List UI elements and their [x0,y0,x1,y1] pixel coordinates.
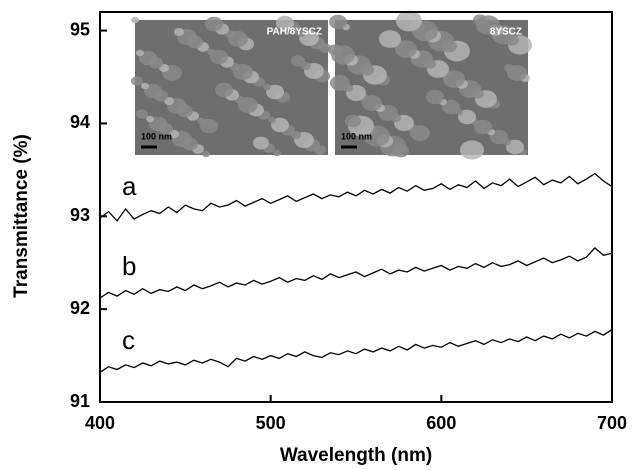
grain [146,115,154,123]
grain [215,82,233,98]
inset-label: PAH/8YSCZ [267,27,322,38]
grain [291,55,305,67]
grain [263,83,271,91]
y-tick-label: 93 [70,205,90,225]
grain [202,150,210,158]
series-label: c [122,325,135,355]
y-tick-label: 94 [70,112,90,132]
grain [379,30,401,48]
y-tick-label: 92 [70,298,90,318]
series-line [99,172,613,222]
x-tick-label: 700 [597,413,627,433]
series-label: a [122,171,137,201]
plot-frame [99,11,613,403]
grain [141,82,149,90]
scale-label: 100 nm [341,131,372,141]
grain [473,14,487,26]
grain [460,140,484,160]
grain [131,76,143,86]
x-tick-label: 600 [426,413,456,433]
series-line [99,246,613,299]
series-line [99,329,613,373]
x-axis-title: Wavelength (nm) [280,445,432,466]
scale-label: 100 nm [141,131,172,141]
grain [131,16,139,24]
grain [396,10,422,32]
x-tick-label: 400 [85,413,115,433]
y-tick-label: 95 [70,19,90,39]
x-tick-label: 500 [256,413,286,433]
grain [329,14,347,30]
grain [174,28,184,36]
grain [273,149,281,157]
grain [504,64,514,72]
grain [205,16,223,32]
y-axis-title: Transmittance (%) [11,134,32,298]
grain [268,116,276,124]
grain [207,48,215,56]
grain [136,49,144,57]
series-label: b [122,251,136,281]
grain [328,44,342,56]
grain [345,114,361,128]
grain [197,117,205,125]
inset-label: 8YSCZ [490,27,522,38]
grain [330,75,350,91]
grain [136,109,148,119]
grain [426,89,444,105]
grain [253,136,269,150]
grain [276,15,294,31]
y-tick-label: 91 [70,391,90,411]
